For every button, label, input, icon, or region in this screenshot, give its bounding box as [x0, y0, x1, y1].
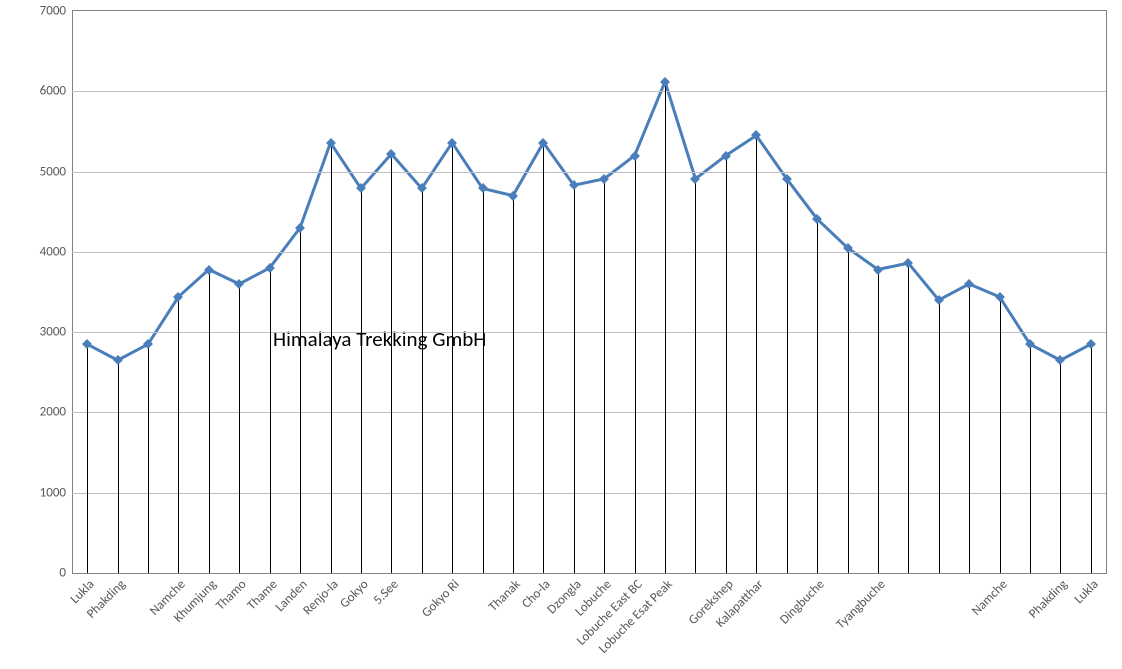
drop-line [270, 268, 271, 573]
drop-line [452, 143, 453, 573]
drop-line [513, 196, 514, 573]
elevation-chart: Himalaya Trekking GmbH 0 1000 2000 3000 4000… [0, 0, 1122, 669]
drop-line [148, 344, 149, 573]
drop-line [939, 300, 940, 573]
drop-line [543, 143, 544, 573]
gridline [72, 332, 1106, 333]
drop-line [756, 135, 757, 573]
y-tick-label: 3000 [40, 325, 66, 340]
drop-line [848, 248, 849, 573]
drop-line [635, 156, 636, 573]
drop-line [1000, 297, 1001, 573]
plot-area: Himalaya Trekking GmbH 01000200030004000… [72, 10, 1107, 574]
watermark-text: Himalaya Trekking GmbH [273, 326, 486, 352]
drop-line [239, 284, 240, 573]
gridline [72, 172, 1106, 173]
drop-line [1030, 344, 1031, 573]
drop-line [118, 360, 119, 573]
series-polyline [87, 82, 1091, 361]
y-tick-label: 5000 [40, 164, 66, 179]
drop-line [574, 185, 575, 573]
y-tick-label: 4000 [40, 244, 66, 259]
drop-line [209, 270, 210, 573]
y-tick-label: 2000 [40, 405, 66, 420]
drop-line [726, 156, 727, 573]
drop-line [695, 179, 696, 573]
drop-line [908, 263, 909, 573]
y-tick-label: 7000 [40, 4, 66, 19]
gridline [72, 412, 1106, 413]
drop-line [817, 219, 818, 573]
drop-line [331, 143, 332, 573]
gridline [72, 252, 1106, 253]
drop-line [391, 154, 392, 573]
drop-line [483, 188, 484, 573]
drop-line [969, 284, 970, 573]
drop-line [300, 228, 301, 573]
y-tick-label: 0 [59, 566, 66, 581]
y-tick-label: 6000 [40, 84, 66, 99]
y-tick-label: 1000 [40, 485, 66, 500]
gridline [72, 493, 1106, 494]
drop-line [178, 297, 179, 573]
drop-line [1091, 344, 1092, 573]
line-series [72, 11, 1106, 573]
drop-line [361, 188, 362, 573]
drop-line [878, 270, 879, 573]
drop-line [787, 179, 788, 573]
drop-line [604, 179, 605, 573]
drop-line [1060, 360, 1061, 573]
drop-line [422, 188, 423, 573]
gridline [72, 91, 1106, 92]
drop-line [665, 82, 666, 573]
drop-line [87, 344, 88, 573]
